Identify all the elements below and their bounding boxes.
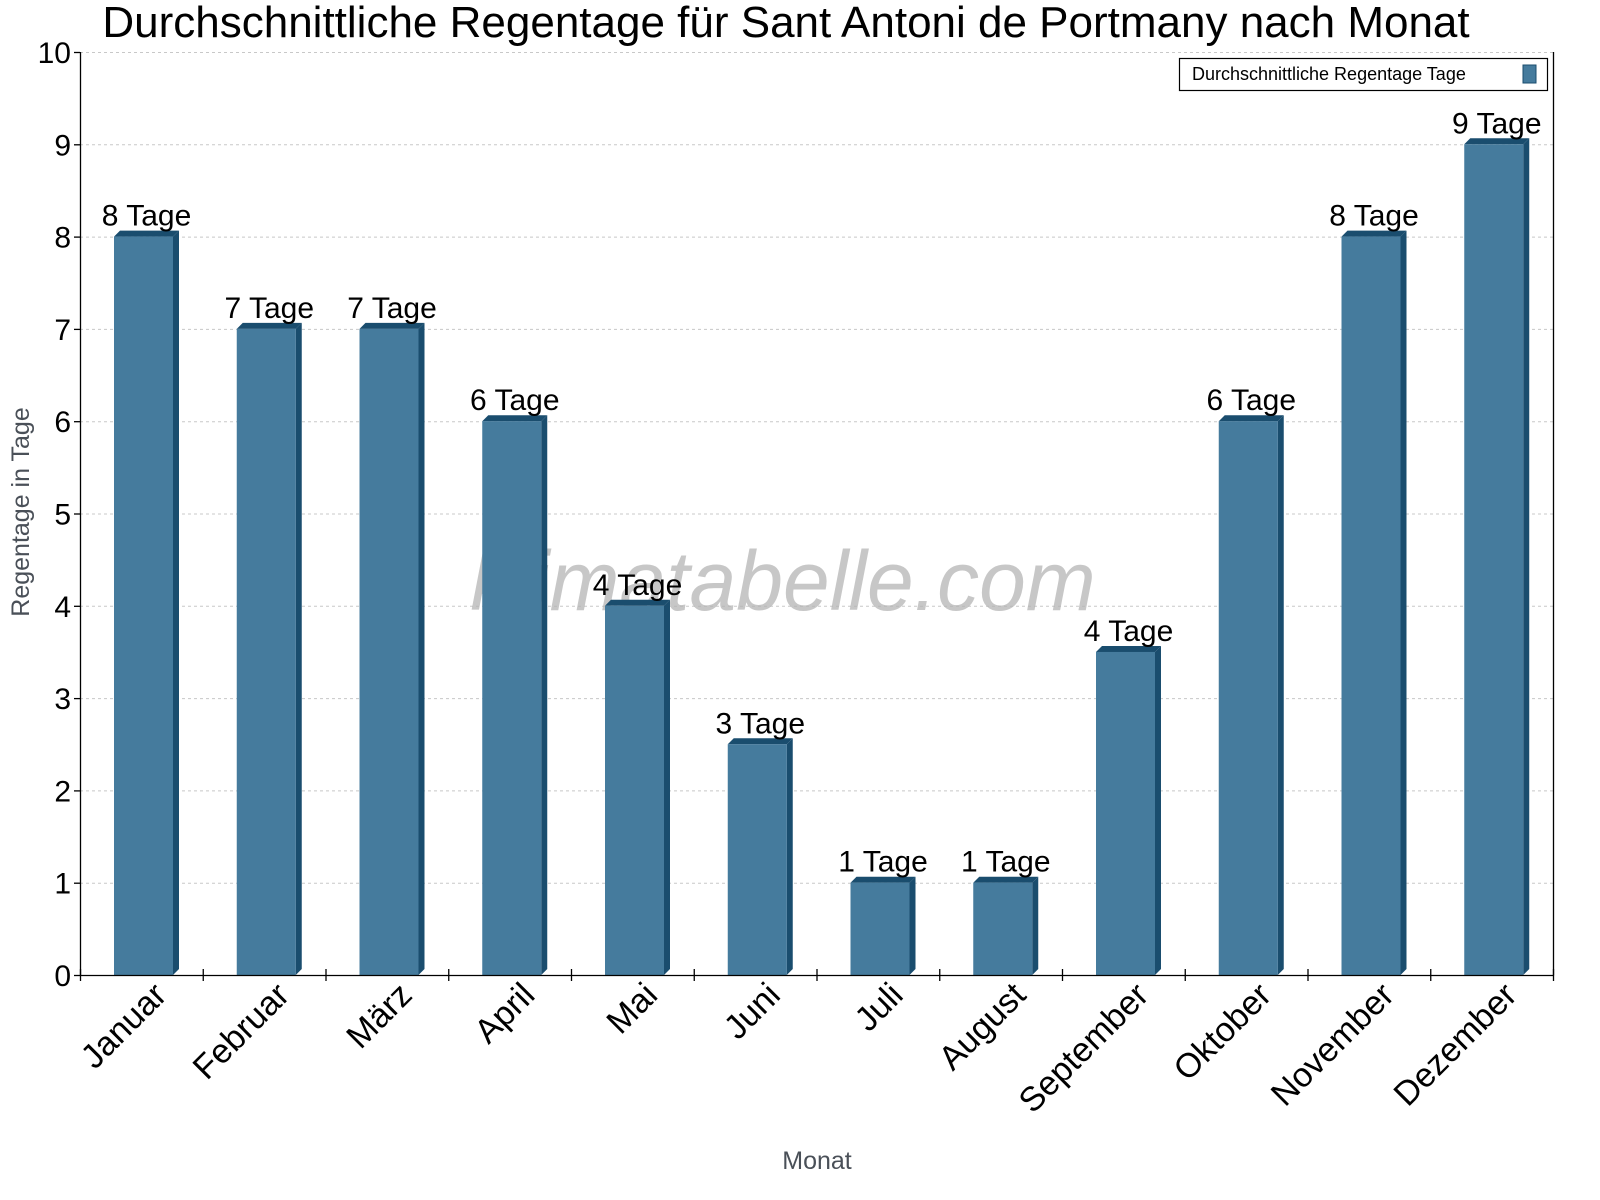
x-tick-label: August: [932, 975, 1034, 1077]
legend-box: [1178, 57, 1549, 92]
bar-side: [1032, 876, 1039, 975]
bar-side: [541, 415, 548, 975]
x-tick-label: September: [1012, 976, 1156, 1120]
x-tick-label: Juni: [717, 976, 788, 1047]
y-tick-label: 4: [54, 591, 71, 624]
x-tick-label: Juli: [848, 976, 911, 1039]
bar-top: [1096, 645, 1161, 652]
y-tick-label: 9: [54, 129, 71, 162]
x-tick-label: Februar: [186, 976, 297, 1087]
bar-top: [850, 876, 916, 883]
bar-front: [850, 882, 910, 975]
bar-top: [114, 230, 179, 237]
bar-top: [236, 322, 302, 329]
bar-front: [1464, 144, 1524, 976]
bar-juli[interactable]: 1 Tage: [838, 846, 928, 975]
bar-value-label: 4 Tage: [593, 569, 683, 602]
legend[interactable]: Durchschnittliche Regentage Tage: [1178, 57, 1549, 92]
bar-front: [1341, 236, 1401, 976]
bar-top: [482, 415, 548, 422]
y-tick-label: 5: [54, 499, 71, 532]
y-tick-label: 2: [54, 775, 71, 808]
bar-side: [418, 322, 425, 975]
bar-side: [295, 322, 302, 975]
y-tick-label: 3: [54, 683, 71, 716]
bar-front: [482, 421, 542, 975]
bar-mai[interactable]: 4 Tage: [593, 569, 683, 975]
bar-front: [236, 328, 296, 975]
bar-november[interactable]: 8 Tage: [1329, 200, 1419, 976]
bar-front: [1218, 421, 1278, 975]
x-tick-label: Oktober: [1166, 976, 1278, 1088]
bar-value-label: 3 Tage: [715, 707, 805, 740]
bar-oktober[interactable]: 6 Tage: [1206, 384, 1296, 975]
bar-side: [1400, 230, 1407, 976]
y-tick-label: 0: [54, 960, 71, 993]
bar-top: [359, 322, 425, 329]
chart-title: Durchschnittliche Regentage für Sant Ant…: [102, 0, 1469, 47]
bar-side: [664, 599, 670, 975]
bar-value-label: 7 Tage: [347, 292, 437, 325]
bar-value-label: 1 Tage: [961, 846, 1051, 879]
x-tick-label: November: [1264, 976, 1402, 1114]
y-axis-title: Regentage in Tage: [7, 407, 35, 616]
bar-front: [359, 328, 419, 975]
x-axis-title: Monat: [782, 1147, 852, 1175]
y-tick-label: 10: [38, 37, 71, 70]
y-tick-label: 6: [54, 406, 71, 439]
bar-top: [605, 599, 670, 606]
y-tick-label: 1: [54, 868, 71, 901]
bar-top: [973, 876, 1039, 883]
bar-front: [605, 605, 664, 975]
y-tick-label: 7: [54, 314, 71, 347]
bar-dezember[interactable]: 9 Tage: [1452, 107, 1542, 976]
legend-label: Durchschnittliche Regentage Tage: [1192, 64, 1466, 84]
bar-value-label: 9 Tage: [1452, 107, 1542, 140]
x-tick-label: April: [467, 976, 542, 1051]
bar-januar[interactable]: 8 Tage: [102, 200, 192, 976]
y-tick-label: 8: [54, 222, 71, 255]
bar-front: [1096, 651, 1155, 975]
bar-side: [909, 876, 916, 975]
bar-side: [786, 738, 793, 975]
bar-value-label: 1 Tage: [838, 846, 928, 879]
bar-februar[interactable]: 7 Tage: [224, 292, 314, 975]
bar-side: [1523, 138, 1530, 976]
x-tick-label: Dezember: [1387, 976, 1525, 1114]
bar-top: [1464, 138, 1530, 145]
x-tick-label: Mai: [599, 976, 665, 1042]
bar-value-label: 6 Tage: [1206, 384, 1296, 417]
bar-side: [1155, 645, 1161, 975]
bar-juni[interactable]: 3 Tage: [715, 707, 805, 975]
bars: 8 Tage 7 Tage 7 Tage 6 Tage 4 Tage 3 Tage 1 Ta…: [102, 107, 1542, 976]
bar-front: [114, 236, 173, 976]
bar-top: [727, 738, 793, 745]
bar-front: [727, 744, 787, 975]
bar-value-label: 8 Tage: [102, 200, 192, 233]
bar-märz[interactable]: 7 Tage: [347, 292, 437, 975]
bar-top: [1341, 230, 1407, 237]
bar-september[interactable]: 4 Tage: [1084, 615, 1174, 975]
x-axis-ticks: Januar Februar März April Mai Juni Juli AugustS…: [74, 969, 1555, 1120]
bar-april[interactable]: 6 Tage: [470, 384, 560, 975]
legend-swatch: [1522, 64, 1537, 84]
bar-value-label: 7 Tage: [224, 292, 314, 325]
bar-value-label: 4 Tage: [1084, 615, 1174, 648]
bar-front: [973, 882, 1033, 975]
bar-side: [173, 230, 179, 976]
bar-value-label: 6 Tage: [470, 384, 560, 417]
y-axis-ticks: 0 1 2 3 4 5 6 7 8 9 10: [38, 37, 80, 993]
bar-value-label: 8 Tage: [1329, 200, 1419, 233]
bar-top: [1218, 415, 1284, 422]
x-tick-label: März: [339, 976, 419, 1056]
watermark: klimatabelle.com: [470, 534, 1096, 628]
bar-august[interactable]: 1 Tage: [961, 846, 1051, 975]
bar-side: [1277, 415, 1284, 975]
x-tick-label: Januar: [74, 976, 174, 1076]
